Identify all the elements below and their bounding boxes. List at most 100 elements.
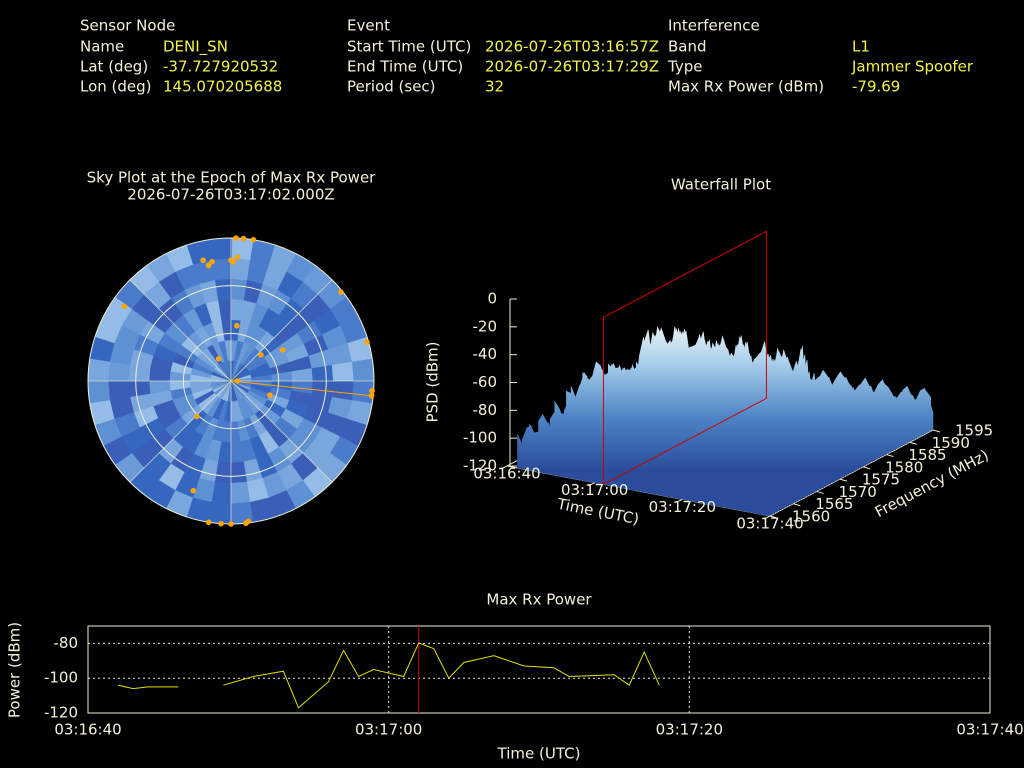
sky-cell: [302, 441, 331, 469]
sky-cell: [164, 322, 188, 345]
satellite: [258, 352, 264, 358]
sky-cell: [347, 400, 373, 427]
sky-cell: [211, 399, 225, 421]
spoke: [129, 380, 232, 483]
sky-cell: [214, 278, 232, 301]
field-label: End Time (UTC): [347, 58, 463, 76]
sky-cell: [189, 380, 211, 388]
y-tick: [793, 503, 801, 507]
sky-cell: [259, 337, 282, 358]
x-tick-label: 03:16:40: [54, 721, 121, 739]
sky-cell: [169, 380, 191, 391]
sky-cell: [280, 408, 305, 430]
satellite: [369, 388, 375, 394]
sky-cell: [94, 418, 122, 447]
sky-cell: [133, 405, 159, 428]
sky-cell: [250, 384, 272, 395]
field-label: Lat (deg): [80, 58, 148, 76]
sky-cell: [311, 381, 334, 398]
y-tick: [816, 490, 824, 494]
sky-cell: [249, 414, 268, 437]
sky-cell: [303, 294, 332, 322]
sky-cell: [205, 299, 222, 323]
satellite: [234, 378, 241, 384]
sky-cell: [194, 413, 213, 437]
y-tick: [886, 454, 894, 458]
sky-cell: [113, 411, 140, 437]
sky-cell: [230, 381, 235, 402]
y-tick-label: 1580: [885, 458, 923, 476]
z-tick-label: -60: [473, 373, 498, 391]
sky-cell: [291, 368, 314, 382]
field-value: L1: [852, 38, 870, 56]
y-tick: [863, 466, 871, 470]
sky-cell: [274, 417, 298, 440]
sky-cell: [210, 374, 231, 381]
sky-cell: [243, 322, 260, 345]
field-label: Lon (deg): [80, 78, 152, 96]
sky-cell: [231, 238, 255, 261]
z-tick-label: -100: [463, 429, 497, 447]
sky-cell: [227, 360, 232, 381]
sky-cell: [230, 401, 238, 423]
psd-surface: [517, 326, 934, 517]
field-value: 2026-07-26T03:16:57Z: [485, 38, 659, 56]
z-tick-label: -20: [473, 317, 498, 335]
sky-cell: [311, 364, 334, 382]
sky-texture: [88, 238, 374, 524]
satellite: [368, 392, 375, 399]
sky-cell: [291, 281, 319, 310]
sky-cell: [231, 362, 244, 381]
sky-cell: [297, 320, 323, 345]
sky-cell: [139, 320, 166, 344]
sky-cell: [181, 337, 203, 357]
sky-cell: [290, 453, 318, 482]
spoke: [230, 380, 333, 483]
y-tick-label: -120: [44, 704, 78, 722]
sky-cell: [217, 400, 228, 422]
sky-cell: [217, 441, 231, 464]
sky-cell: [351, 381, 374, 405]
sky-cell: [288, 308, 315, 334]
sky-cell: [210, 380, 231, 385]
sky-cell: [279, 298, 305, 324]
sky-cell: [189, 374, 211, 381]
satellite: [267, 392, 273, 398]
satellite: [205, 519, 212, 526]
field-label: Type: [667, 58, 702, 76]
y-tick-label: 1585: [908, 446, 946, 464]
sky-cell: [249, 302, 269, 327]
y-tick: [839, 478, 847, 482]
sky-cell: [303, 334, 329, 357]
sky-cell: [212, 381, 231, 394]
satellite: [121, 303, 128, 310]
sky-cell: [191, 387, 213, 400]
sky-cell: [191, 361, 213, 375]
sky-cell: [187, 409, 207, 431]
y-axis-label: Power (dBm): [6, 622, 24, 718]
sky-cell: [246, 478, 269, 503]
plot-frame: [87, 625, 991, 714]
sky-cell: [130, 440, 159, 468]
y-tick-label: 1595: [955, 422, 993, 440]
field-value: -37.727920532: [163, 58, 278, 76]
sky-cell: [175, 344, 199, 363]
chart-title: Sky Plot at the Epoch of Max Rx Power: [87, 169, 377, 187]
sky-cell: [172, 424, 195, 448]
sky-cell: [267, 393, 290, 410]
sky-cell: [197, 392, 217, 411]
x-tick-label: 03:17:00: [561, 481, 628, 499]
y-tick-label: 1560: [792, 508, 830, 526]
power-line: [117, 642, 660, 709]
satellite: [245, 518, 252, 525]
section-title: Interference: [668, 17, 760, 35]
satellite: [233, 235, 239, 241]
sky-cell: [146, 252, 177, 282]
sky-cell: [237, 399, 250, 421]
sky-cell: [258, 430, 280, 455]
sky-cell: [128, 364, 151, 381]
x-tick-label: 03:17:20: [656, 721, 723, 739]
sky-cell: [285, 480, 316, 510]
field-value: 145.070205688: [163, 78, 282, 96]
sky-cell: [237, 419, 251, 443]
